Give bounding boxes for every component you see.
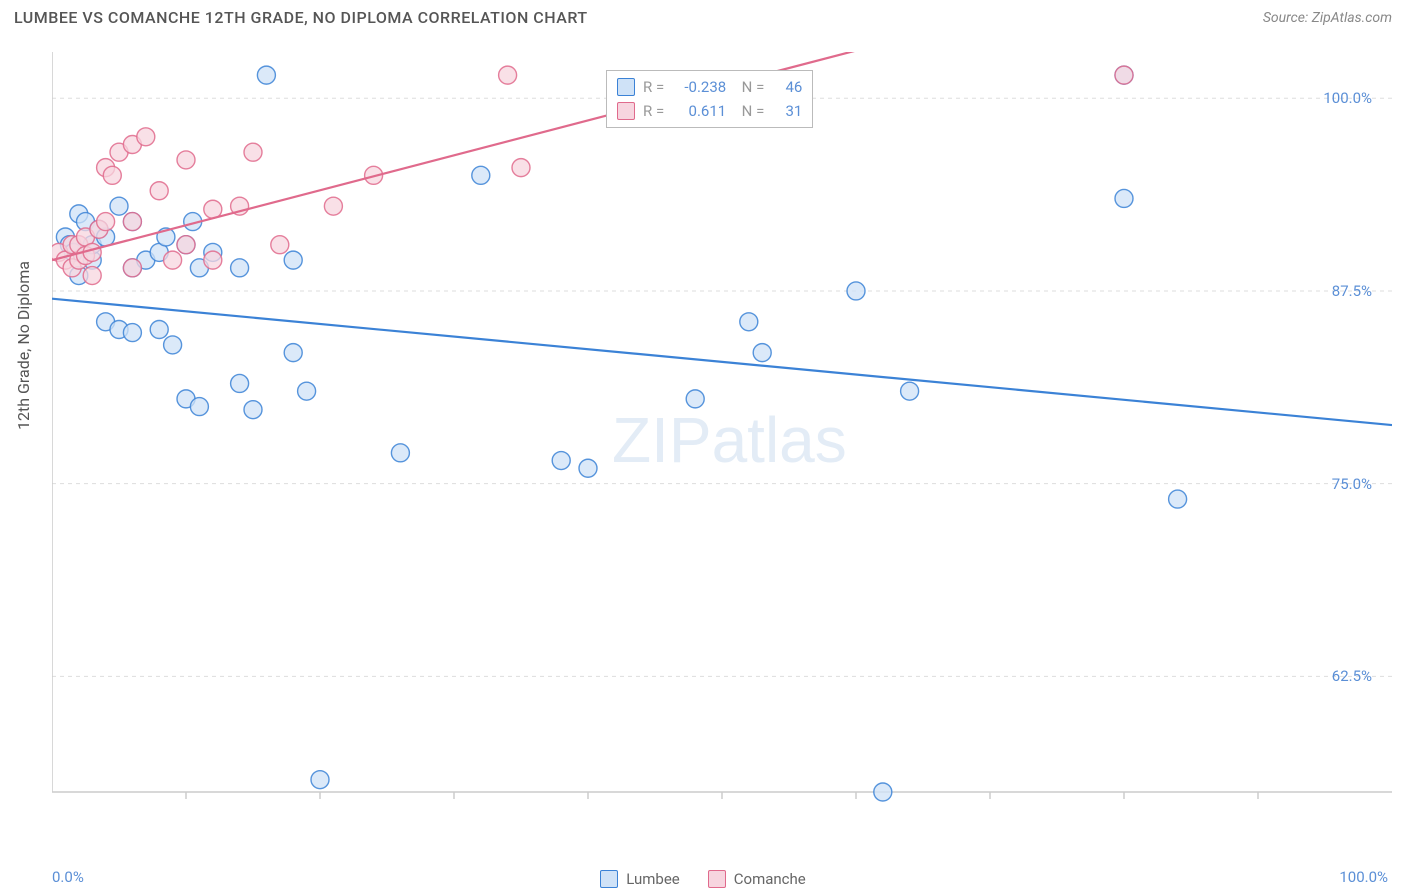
stats-r-value: -0.238 xyxy=(672,78,726,96)
stats-swatch-icon xyxy=(617,78,635,96)
legend-item-comanche: Comanche xyxy=(708,870,806,888)
y-axis-label: 12th Grade, No Diploma xyxy=(14,261,33,430)
stats-swatch-icon xyxy=(617,102,635,120)
legend-swatch-icon xyxy=(600,870,618,888)
chart-area: ZIPatlas 62.5% 75.0% 87.5% 100.0% R = -0.238… xyxy=(52,52,1392,840)
source-label: Source: ZipAtlas.com xyxy=(1263,10,1392,26)
legend-label: Comanche xyxy=(734,870,806,888)
stats-n-label: N = xyxy=(734,102,764,120)
stats-n-value: 31 xyxy=(772,102,802,120)
y-tick-label: 75.0% xyxy=(1332,475,1372,493)
stats-n-label: N = xyxy=(734,78,764,96)
stats-n-value: 46 xyxy=(772,78,802,96)
y-tick-label: 62.5% xyxy=(1332,667,1372,685)
stats-row: R = -0.238 N = 46 xyxy=(617,75,802,99)
y-tick-label: 87.5% xyxy=(1332,282,1372,300)
header: LUMBEE VS COMANCHE 12TH GRADE, NO DIPLOM… xyxy=(0,0,1406,33)
legend-swatch-icon xyxy=(708,870,726,888)
stats-row: R = 0.611 N = 31 xyxy=(617,99,802,123)
chart-title: LUMBEE VS COMANCHE 12TH GRADE, NO DIPLOM… xyxy=(14,8,588,27)
svg-text:ZIPatlas: ZIPatlas xyxy=(612,404,847,476)
scatter-plot: ZIPatlas xyxy=(52,52,1392,840)
legend: Lumbee Comanche xyxy=(0,870,1406,888)
stats-r-label: R = xyxy=(643,78,664,96)
legend-label: Lumbee xyxy=(626,870,680,888)
stats-r-label: R = xyxy=(643,102,664,120)
stats-r-value: 0.611 xyxy=(672,102,726,120)
y-tick-label: 100.0% xyxy=(1323,89,1372,107)
legend-item-lumbee: Lumbee xyxy=(600,870,680,888)
stats-box: R = -0.238 N = 46R = 0.611 N = 31 xyxy=(606,70,813,128)
